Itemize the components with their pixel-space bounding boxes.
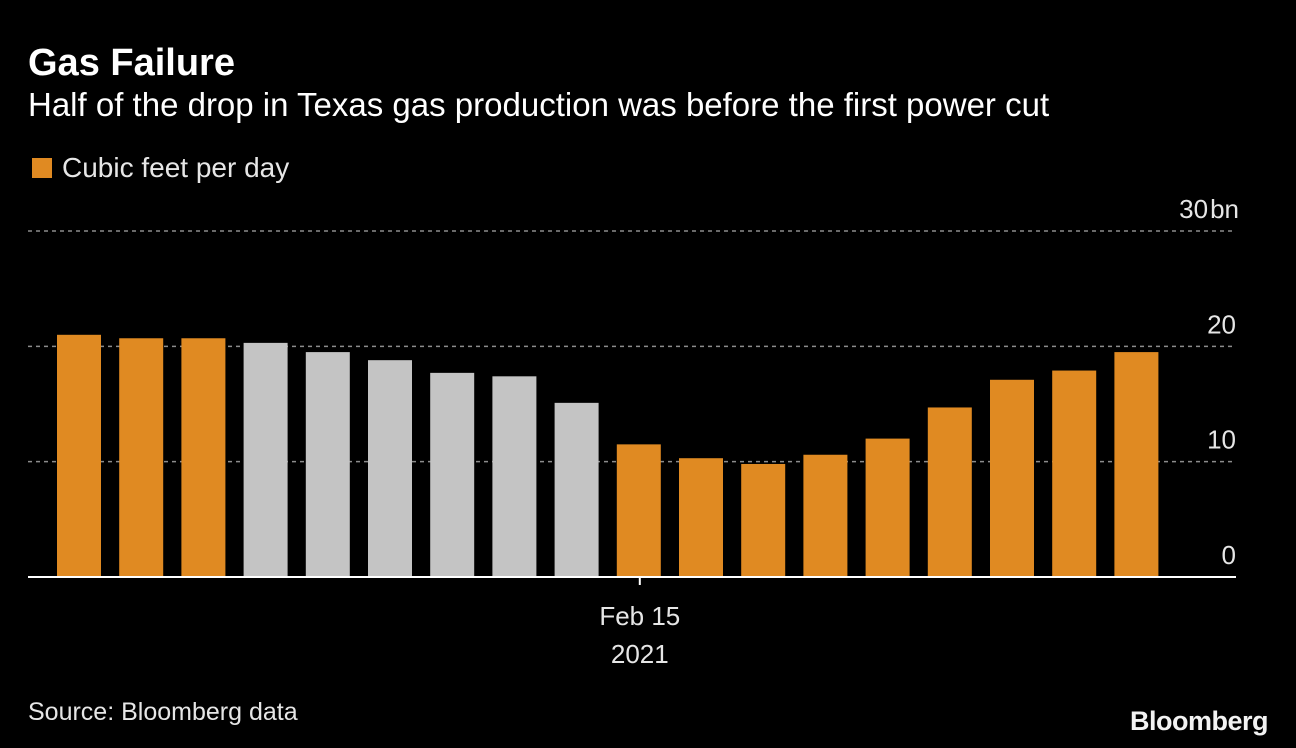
bar <box>368 360 412 577</box>
y-tick-label: 0 <box>1222 540 1236 570</box>
bar <box>803 454 848 577</box>
bar <box>430 372 475 577</box>
bar <box>865 438 910 577</box>
y-unit-label: bn <box>1210 194 1239 224</box>
bar <box>1052 370 1097 577</box>
legend-swatch <box>32 158 52 178</box>
y-tick-value: 30 <box>1179 194 1208 224</box>
bar <box>119 338 164 577</box>
chart-subtitle: Half of the drop in Texas gas production… <box>28 86 1050 123</box>
bar <box>492 376 537 577</box>
bar <box>616 444 661 577</box>
bar <box>181 338 226 577</box>
bar <box>305 352 350 577</box>
source-note: Source: Bloomberg data <box>28 698 298 726</box>
y-tick-label: 10 <box>1207 425 1236 455</box>
bar <box>679 458 723 577</box>
y-tick-label: 30bn <box>1179 194 1239 224</box>
x-tick-label-date: Feb 15 <box>599 601 680 631</box>
bar <box>927 407 972 577</box>
bar <box>554 402 599 577</box>
bar <box>1114 352 1159 577</box>
bar <box>741 463 786 577</box>
y-tick-label: 20 <box>1207 309 1236 339</box>
bar <box>57 334 101 577</box>
x-tick-label-year: 2021 <box>611 639 669 669</box>
bar <box>243 342 288 577</box>
legend: Cubic feet per day <box>32 150 289 186</box>
chart-title: Gas Failure <box>28 42 235 84</box>
bar <box>990 379 1034 577</box>
bloomberg-logo: Bloomberg <box>1129 706 1269 736</box>
legend-label: Cubic feet per day <box>62 152 290 183</box>
